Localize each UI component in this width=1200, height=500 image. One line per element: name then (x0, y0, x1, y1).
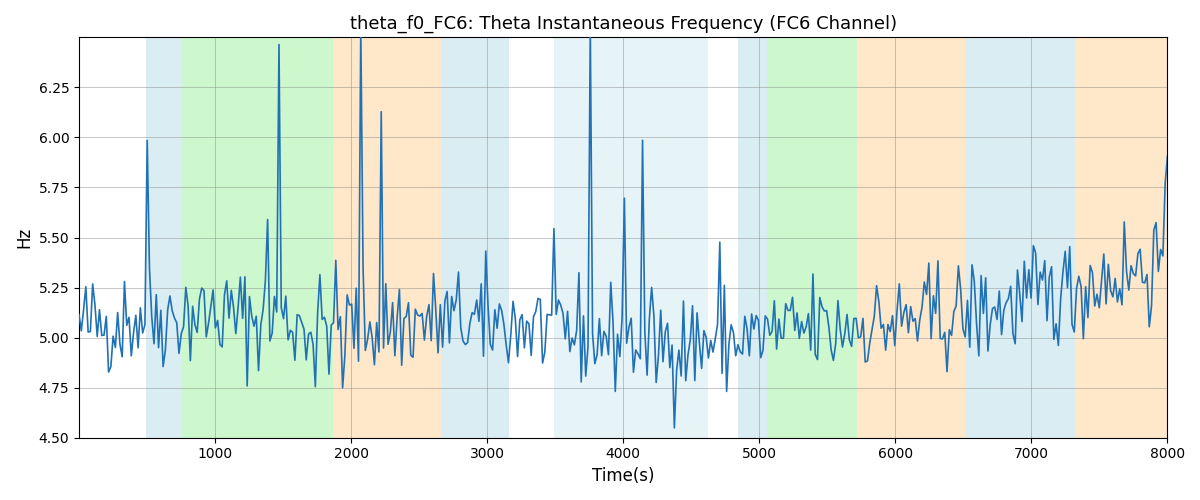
Bar (181, 38, 334, 438)
Bar (966, 38, 1075, 438)
Title: theta_f0_FC6: Theta Instantaneous Frequency (FC6 Channel): theta_f0_FC6: Theta Instantaneous Freque… (349, 15, 896, 34)
Bar (145, 38, 181, 438)
Bar (1075, 38, 1181, 438)
X-axis label: Time(s): Time(s) (592, 467, 654, 485)
Bar (857, 38, 966, 438)
Bar (768, 38, 857, 438)
Bar (738, 38, 768, 438)
Bar (334, 38, 440, 438)
Bar (440, 38, 509, 438)
Y-axis label: Hz: Hz (14, 227, 32, 248)
Bar (554, 38, 708, 438)
